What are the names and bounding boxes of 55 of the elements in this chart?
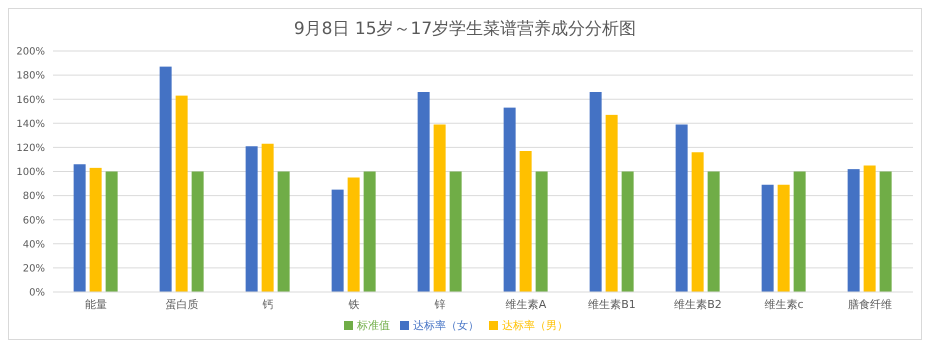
bar	[590, 92, 602, 292]
x-tick-label: 能量	[85, 298, 107, 311]
x-tick-label: 维生素B2	[674, 298, 722, 311]
bar	[348, 178, 360, 292]
x-tick-label: 膳食纤维	[848, 298, 892, 311]
bar	[504, 108, 516, 292]
bar	[176, 96, 188, 292]
bar	[848, 169, 860, 292]
x-tick-label: 维生素c	[764, 298, 804, 311]
x-tick-label: 铁	[348, 298, 360, 311]
bar	[90, 168, 102, 292]
y-tick-label: 20%	[22, 263, 45, 274]
bar	[434, 124, 446, 292]
bar	[332, 190, 344, 292]
bar	[278, 172, 290, 292]
y-tick-label: 180%	[16, 70, 45, 82]
bar	[864, 165, 876, 292]
bar	[606, 114, 618, 292]
legend-label: 标准值	[357, 319, 390, 332]
y-tick-label: 100%	[16, 167, 45, 178]
bar	[880, 172, 892, 292]
bar	[364, 172, 376, 292]
bar	[676, 124, 688, 292]
bar	[450, 172, 462, 292]
bar	[520, 151, 532, 292]
bar	[692, 152, 704, 292]
bar	[262, 144, 274, 292]
bar	[622, 172, 634, 292]
bar	[74, 164, 86, 292]
bar	[192, 172, 204, 292]
bar	[708, 172, 720, 292]
x-tick-label: 锌	[434, 298, 446, 311]
y-tick-label: 140%	[16, 118, 45, 130]
y-tick-label: 120%	[16, 142, 45, 154]
y-tick-label: 0%	[29, 288, 45, 299]
bar	[794, 172, 806, 292]
x-tick-label: 维生素A	[506, 298, 547, 311]
bar	[778, 184, 790, 292]
x-tick-label: 维生素B1	[588, 298, 636, 311]
bar	[536, 172, 548, 292]
legend-label: 达标率（女）	[413, 319, 479, 332]
bar	[160, 66, 172, 292]
y-tick-label: 60%	[22, 215, 45, 226]
y-tick-label: 160%	[16, 94, 45, 106]
x-tick-label: 钙	[262, 298, 274, 311]
legend-label: 达标率（男）	[502, 319, 568, 332]
bar	[418, 92, 430, 292]
chart-title: 9月8日 15岁～17岁学生菜谱营养成分分析图	[292, 18, 638, 41]
y-tick-label: 200%	[16, 46, 45, 58]
bar	[106, 172, 118, 292]
bar	[762, 184, 774, 292]
y-tick-label: 80%	[22, 191, 45, 202]
y-tick-label: 40%	[22, 239, 45, 250]
x-tick-label: 蛋白质	[166, 298, 198, 311]
bar	[246, 146, 258, 292]
